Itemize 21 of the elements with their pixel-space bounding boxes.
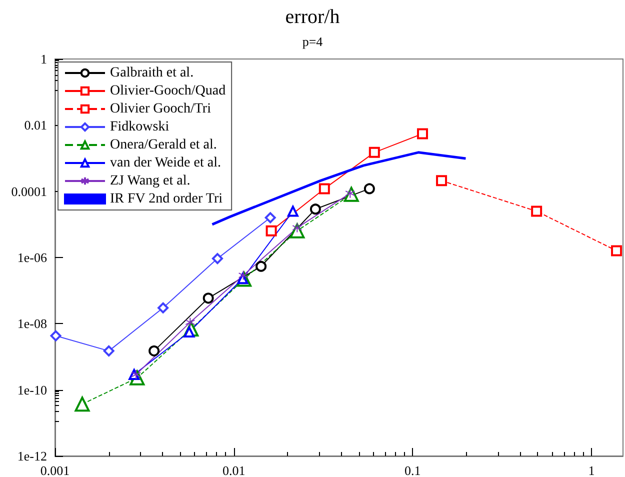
legend-label: Olivier-Gooch/Quad <box>110 84 226 98</box>
chart-title: error/h <box>285 6 340 28</box>
legend-label: Onera/Gerald et al. <box>110 138 217 152</box>
chart-subtitle: p=4 <box>302 34 324 49</box>
legend-label: IR FV 2nd order Tri <box>110 192 223 206</box>
y-tick-label: 0.0001 <box>11 184 47 199</box>
x-tick-label: 0.1 <box>404 463 421 477</box>
y-tick-label: 1e-06 <box>17 250 48 265</box>
y-tick-label: 1e-10 <box>17 382 47 398</box>
legend-label: Galbraith et al. <box>110 66 194 80</box>
x-tick-label: 0.01 <box>222 463 246 477</box>
y-tick-label: 1e-12 <box>17 448 47 464</box>
legend-label: ZJ Wang et al. <box>110 174 190 188</box>
y-tick-label: 0.01 <box>24 118 47 133</box>
x-tick-label: 0.001 <box>40 463 70 477</box>
legend-label: van der Weide et al. <box>110 156 221 170</box>
y-tick-label: 1e-08 <box>17 316 47 332</box>
y-tick-label: 1 <box>40 52 47 66</box>
legend-label: Fidkowski <box>110 120 170 134</box>
legend-label: Olivier Gooch/Tri <box>110 102 212 116</box>
x-tick-label: 1 <box>588 463 595 477</box>
